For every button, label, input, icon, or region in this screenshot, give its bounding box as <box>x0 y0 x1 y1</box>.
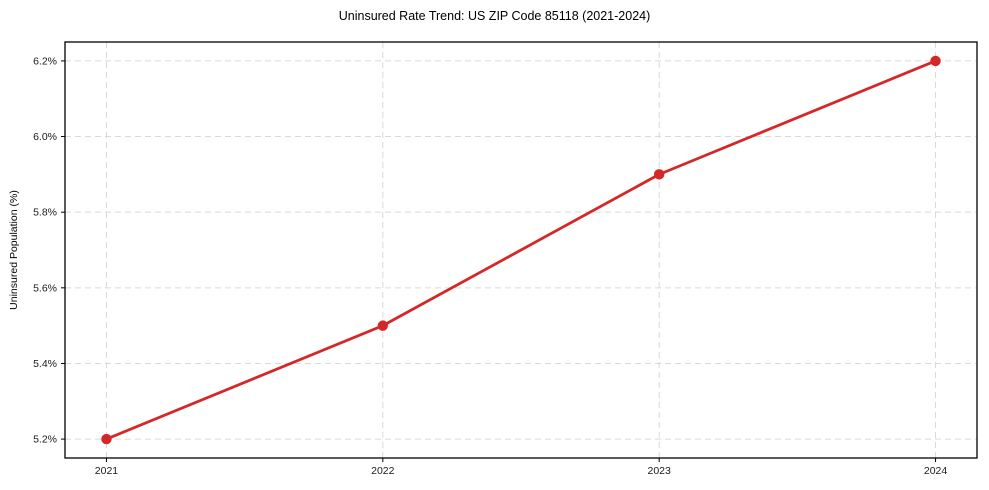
y-tick-label: 5.6% <box>33 282 57 294</box>
y-tick-label: 6.0% <box>33 131 57 143</box>
trend-line <box>105 59 937 441</box>
x-tick-label: 2024 <box>924 465 948 477</box>
data-point-marker <box>101 433 112 445</box>
x-tick-label: 2023 <box>648 465 672 477</box>
data-point-marker <box>377 320 389 331</box>
data-point-marker <box>653 169 665 180</box>
chart-title: Uninsured Rate Trend: US ZIP Code 85118 … <box>338 9 651 23</box>
data-point-marker <box>930 55 941 67</box>
y-tick-label: 5.8% <box>33 207 57 219</box>
y-tick-label: 6.2% <box>33 55 57 67</box>
x-tick-label: 2022 <box>371 465 395 477</box>
y-tick-label: 5.4% <box>33 358 57 370</box>
y-tick-label: 5.2% <box>33 434 57 446</box>
x-tick-label: 2021 <box>95 465 119 477</box>
plot-border <box>64 41 978 459</box>
